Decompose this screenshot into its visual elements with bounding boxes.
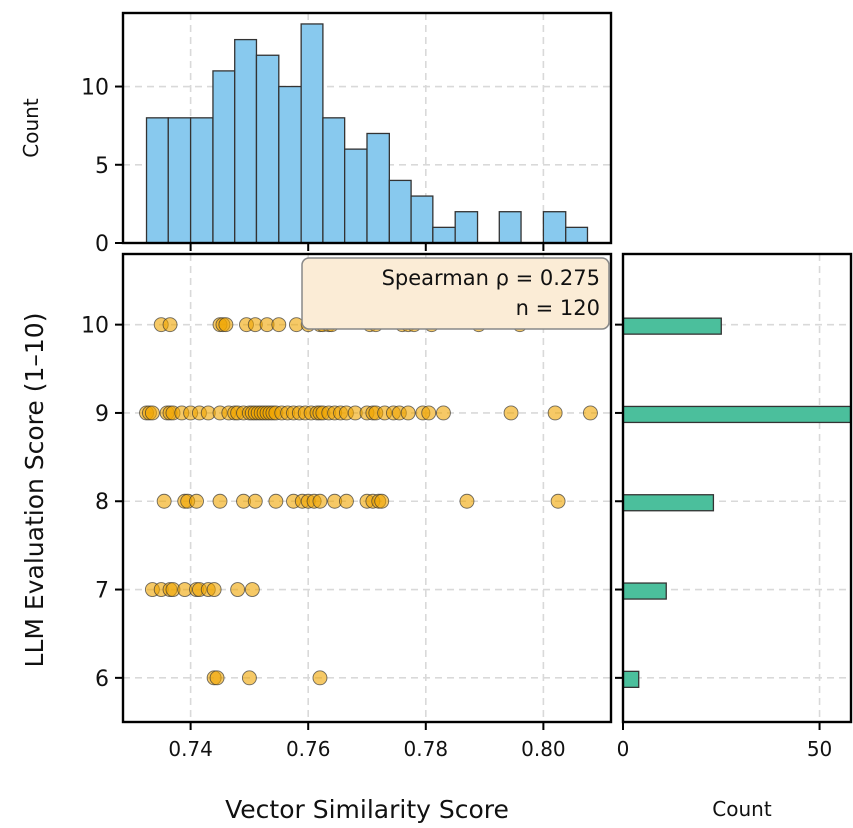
top-histogram-ylabel: Count bbox=[19, 98, 43, 158]
scatter-point bbox=[230, 582, 246, 597]
top-ytick-label-1: 5 bbox=[95, 154, 109, 179]
scatter-point bbox=[435, 405, 451, 421]
top-histogram-bar bbox=[189, 117, 214, 244]
scatter-point bbox=[244, 582, 260, 597]
scatter-ytick-label-1: 7 bbox=[95, 579, 109, 604]
scatter-point bbox=[312, 493, 328, 509]
scatter-point bbox=[459, 493, 475, 509]
top-histogram-bar bbox=[322, 117, 346, 244]
top-histogram-panel: 0 5 10 Count bbox=[19, 11, 613, 257]
annotation-line-n: n = 120 bbox=[516, 296, 600, 320]
scatter-point bbox=[582, 405, 598, 421]
right-histogram-bar bbox=[622, 582, 667, 600]
top-histogram-bar bbox=[167, 117, 192, 244]
scatter-point bbox=[162, 317, 178, 333]
right-histogram-xlabel: Count bbox=[712, 797, 772, 821]
scatter-point bbox=[547, 405, 563, 421]
top-histogram-bar bbox=[278, 85, 302, 244]
top-histogram-bar bbox=[498, 211, 522, 244]
scatter-panel: 0.74 0.76 0.78 0.80 6 7 8 9 10 Spearman ρ = 0.2… bbox=[20, 252, 613, 824]
top-histogram-bar bbox=[300, 23, 324, 244]
annotation-line-spearman: Spearman ρ = 0.275 bbox=[382, 266, 600, 290]
scatter-point bbox=[247, 493, 263, 509]
top-histogram-bar bbox=[410, 195, 434, 244]
top-histogram-bar bbox=[565, 226, 589, 244]
top-histogram-bar bbox=[388, 179, 412, 244]
scatter-point bbox=[374, 493, 390, 509]
scatter-xtick-label-2: 0.78 bbox=[404, 737, 449, 761]
scatter-point bbox=[209, 670, 225, 686]
scatter-ytick-label-2: 8 bbox=[95, 490, 109, 515]
scatter-xtick-label-0: 0.74 bbox=[168, 737, 213, 761]
scatter-point bbox=[144, 405, 160, 421]
scatter-point bbox=[206, 582, 222, 597]
scatter-point bbox=[400, 405, 416, 421]
top-histogram-bar bbox=[366, 132, 390, 244]
scatter-xtick-label-1: 0.76 bbox=[286, 737, 331, 761]
scatter-point bbox=[503, 405, 519, 421]
scatter-point bbox=[156, 493, 172, 509]
scatter-point bbox=[338, 493, 354, 509]
top-ytick-label-0: 0 bbox=[95, 232, 109, 257]
top-ytick-label-2: 10 bbox=[81, 76, 109, 101]
top-histogram-bar bbox=[145, 117, 169, 244]
scatter-point bbox=[421, 405, 437, 421]
scatter-ytick-label-4: 10 bbox=[81, 314, 109, 339]
top-histogram-bar bbox=[212, 70, 236, 244]
top-histogram-bar bbox=[542, 211, 567, 244]
top-histogram-bar bbox=[255, 54, 280, 244]
top-histogram-bar bbox=[454, 211, 479, 244]
scatter-xlabel: Vector Similarity Score bbox=[225, 795, 509, 824]
correlation-annotation: Spearman ρ = 0.275 n = 120 bbox=[301, 257, 610, 330]
top-histogram-bar bbox=[344, 148, 368, 244]
scatter-ylabel: LLM Evaluation Score (1–10) bbox=[20, 313, 49, 668]
scatter-point bbox=[212, 493, 228, 509]
top-histogram-bar bbox=[432, 226, 456, 244]
scatter-point bbox=[312, 670, 328, 686]
top-histogram-bar bbox=[234, 38, 258, 244]
scatter-ytick-label-0: 6 bbox=[95, 667, 109, 692]
right-histogram-bar bbox=[622, 405, 852, 424]
right-xtick-label-0: 0 bbox=[617, 737, 630, 761]
scatter-point bbox=[218, 317, 234, 333]
scatter-point bbox=[189, 493, 204, 509]
right-histogram-panel: 0 50 Count bbox=[615, 252, 853, 821]
scatter-ytick-label-3: 9 bbox=[95, 402, 109, 427]
scatter-point bbox=[268, 493, 284, 509]
scatter-point bbox=[241, 670, 257, 686]
scatter-point bbox=[271, 317, 287, 333]
right-histogram-bar bbox=[622, 494, 715, 512]
right-histogram-bar bbox=[622, 317, 722, 335]
scatter-xtick-label-3: 0.80 bbox=[521, 737, 566, 761]
scatter-point bbox=[550, 493, 566, 509]
right-xtick-label-1: 50 bbox=[807, 737, 832, 761]
right-histogram-bar bbox=[622, 670, 640, 688]
